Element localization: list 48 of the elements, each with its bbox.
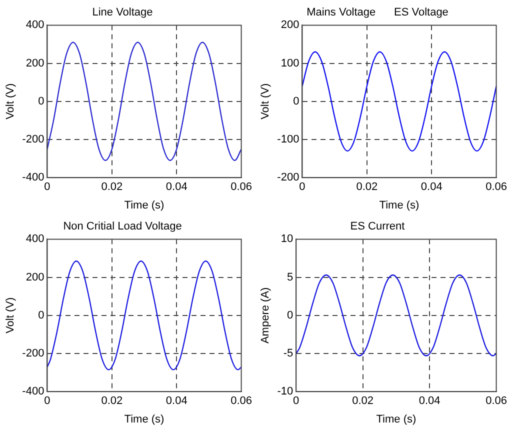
x-axis-title: Time (s) [124, 413, 164, 426]
x-tick-label: 0.04 [166, 395, 188, 408]
x-tick-label: 0.02 [356, 181, 378, 194]
line-series [302, 51, 496, 152]
y-tick-label: 200 [280, 19, 300, 32]
y-tick-label: -200 [22, 134, 44, 146]
y-tick-label: 0 [293, 95, 300, 108]
x-tick-label: 0.04 [418, 395, 440, 408]
y-tick-label: -10 [277, 386, 294, 398]
chart-title: Mains Voltage ES Voltage [306, 6, 448, 19]
line-series [47, 42, 242, 162]
y-tick-label: -100 [277, 134, 300, 146]
y-tick-label: 100 [280, 57, 300, 70]
y-tick-label: 200 [26, 271, 44, 284]
y-tick-label: 0 [38, 95, 44, 108]
y-axis-title: Ampere (A) [260, 287, 272, 344]
y-axis-title: Volt (V) [260, 83, 272, 120]
x-tick-label: 0.02 [101, 181, 123, 194]
x-tick-label: 0.04 [166, 181, 188, 194]
y-tick-label: -200 [22, 348, 44, 360]
line-series [47, 260, 242, 370]
x-tick-label: 0.06 [230, 181, 252, 194]
y-tick-label: 5 [286, 271, 294, 284]
y-tick-label: 0 [38, 309, 44, 322]
y-tick-label: 400 [26, 233, 44, 246]
y-tick-label: -400 [22, 172, 44, 184]
x-tick-label: 0.06 [230, 395, 252, 408]
y-tick-label: 200 [26, 57, 44, 70]
x-tick-label: 0.06 [486, 181, 508, 194]
y-tick-label: -5 [283, 348, 294, 360]
y-tick-label: 400 [26, 19, 44, 32]
x-tick-label: 0.02 [352, 395, 374, 408]
x-axis-title: Time (s) [379, 199, 420, 212]
y-axis-title: Volt (V) [4, 297, 17, 334]
x-tick-label: 0.04 [420, 181, 442, 194]
x-axis-title: Time (s) [124, 199, 164, 212]
chart-title: Line Voltage [92, 6, 153, 19]
chart-title: ES Current [350, 220, 405, 233]
y-tick-label: -400 [22, 386, 44, 398]
x-tick-label: 0.02 [101, 395, 123, 408]
y-tick-label: -200 [277, 172, 300, 184]
x-axis-title: Time (s) [376, 413, 416, 426]
y-tick-label: 10 [280, 233, 294, 246]
x-tick-label: 0.06 [486, 395, 508, 408]
chart-title: Non Critial Load Voltage [63, 220, 182, 233]
y-axis-title: Volt (V) [4, 83, 17, 120]
y-tick-label: 0 [286, 309, 294, 322]
line-series [296, 274, 496, 356]
